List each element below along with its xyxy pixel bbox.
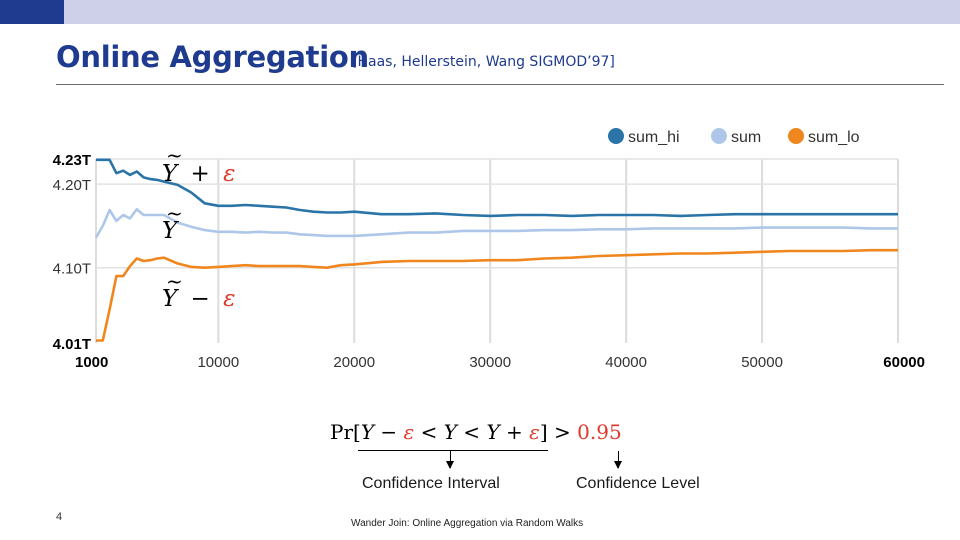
formula-lt-2: < [456,420,487,444]
citation: [Haas, Hellerstein, Wang SIGMOD’97] [352,54,615,70]
top-bar-accent [0,0,64,24]
formula-lt-1: < [414,420,444,444]
annotation-mid-y: Y [162,218,180,244]
y-tick-label: 4.23T [53,152,91,169]
footer-text: Wander Join: Online Aggregation via Rand… [351,518,584,529]
legend-marker-sum_hi [608,128,624,144]
x-tick-label: 50000 [741,354,783,371]
annotation-lower-op: − [191,286,210,312]
formula-minus: − [374,420,404,444]
formula-lbracket: [ [353,420,361,444]
formula-gt: > [547,420,578,444]
confidence-level-arrow-icon [614,451,622,469]
legend-marker-sum_lo [788,128,804,144]
legend-marker-sum [711,128,727,144]
series-line-sum [94,207,898,239]
annotation-lower-bound: Y − ε [162,286,235,312]
y-tick-label: 4.10T [53,261,91,278]
slide-title: Online Aggregation [56,40,369,74]
legend-label-sum_lo: sum_lo [808,129,860,146]
chart-legend: sum_hi sum sum_lo [608,128,860,146]
y-tick-label: 4.20T [53,177,91,194]
series-line-sum_hi [96,158,898,218]
legend-label-sum_hi: sum_hi [628,129,680,146]
formula-eps-lower: ε [403,420,415,444]
y-tick-label: 4.01T [53,336,91,353]
x-tick-label: 1000 [75,354,108,371]
annotation-estimate: Y [162,218,180,244]
formula-rbracket: ] [539,420,548,444]
x-tick-label: 30000 [469,354,511,371]
slide-number: 4 [56,511,63,523]
x-tick-label: 10000 [197,354,239,371]
formula-y-lower: Y [360,420,375,444]
tilde-mid: ~ [166,201,183,225]
x-tick-label: 60000 [883,354,925,371]
annotation-upper-bound: Y + ε [162,161,235,187]
confidence-interval-arrow-icon [446,451,454,469]
series-line-sum_lo [96,248,898,342]
formula-plus: + [499,420,530,444]
confidence-interval-bracket [358,450,548,451]
formula-level: 0.95 [577,420,622,444]
formula-y-upper: Y [486,420,500,444]
title-rule [56,84,944,85]
tilde-upper: ~ [166,143,183,167]
x-tick-label: 40000 [605,354,647,371]
chart-annotations: Y + ε Y Y − ε ~ ~ ~ [162,143,235,312]
top-bar [0,0,960,24]
legend-label-sum: sum [731,129,761,146]
formula-y: Y [443,420,457,444]
formula-eps-upper: ε [529,420,540,444]
annotation-lower-eps: ε [223,286,235,312]
annotation-upper-y: Y [162,161,180,187]
tilde-lower: ~ [166,269,183,293]
annotation-lower-y: Y [162,286,180,312]
chart-series [94,158,898,342]
confidence-level-label: Confidence Level [576,475,700,492]
x-tick-label: 20000 [333,354,375,371]
annotation-upper-eps: ε [223,161,235,187]
formula-pr: Pr [330,420,354,444]
confidence-formula: Pr[Y − ε < Y < Y + ε] > 0.95 [330,420,622,444]
confidence-interval-label: Confidence Interval [362,475,500,492]
annotation-upper-op: + [191,161,210,187]
